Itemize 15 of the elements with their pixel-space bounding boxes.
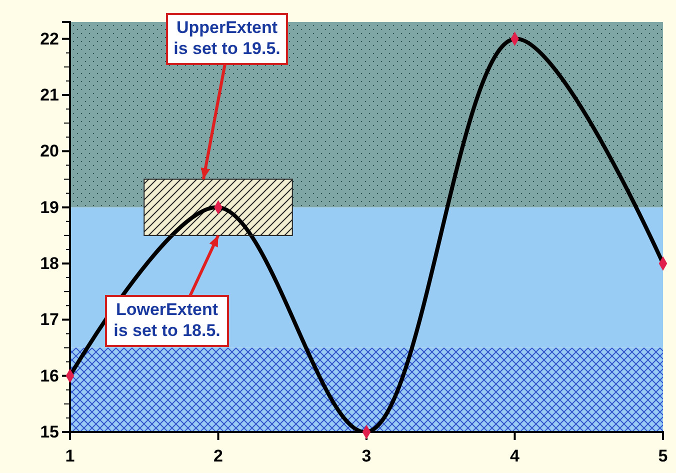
x-tick-label: 2 xyxy=(214,446,223,466)
y-tick-label: 22 xyxy=(40,29,59,48)
x-tick-label: 5 xyxy=(658,446,668,466)
annotation: UpperExtent is set to 19.5. xyxy=(174,18,280,58)
x-tick-label: 1 xyxy=(65,446,75,466)
x-tick-label: 4 xyxy=(510,446,520,466)
y-tick-label: 19 xyxy=(40,198,59,217)
y-tick-label: 17 xyxy=(40,310,59,330)
annotation: LowerExtent is set to 18.5. xyxy=(114,300,220,340)
y-tick-label: 15 xyxy=(40,422,59,442)
x-tick-label: 3 xyxy=(362,446,372,466)
y-tick-label: 20 xyxy=(40,142,59,161)
y-tick-label: 16 xyxy=(40,366,59,386)
y-tick-label: 18 xyxy=(40,254,59,273)
y-tick-label: 21 xyxy=(40,85,59,104)
